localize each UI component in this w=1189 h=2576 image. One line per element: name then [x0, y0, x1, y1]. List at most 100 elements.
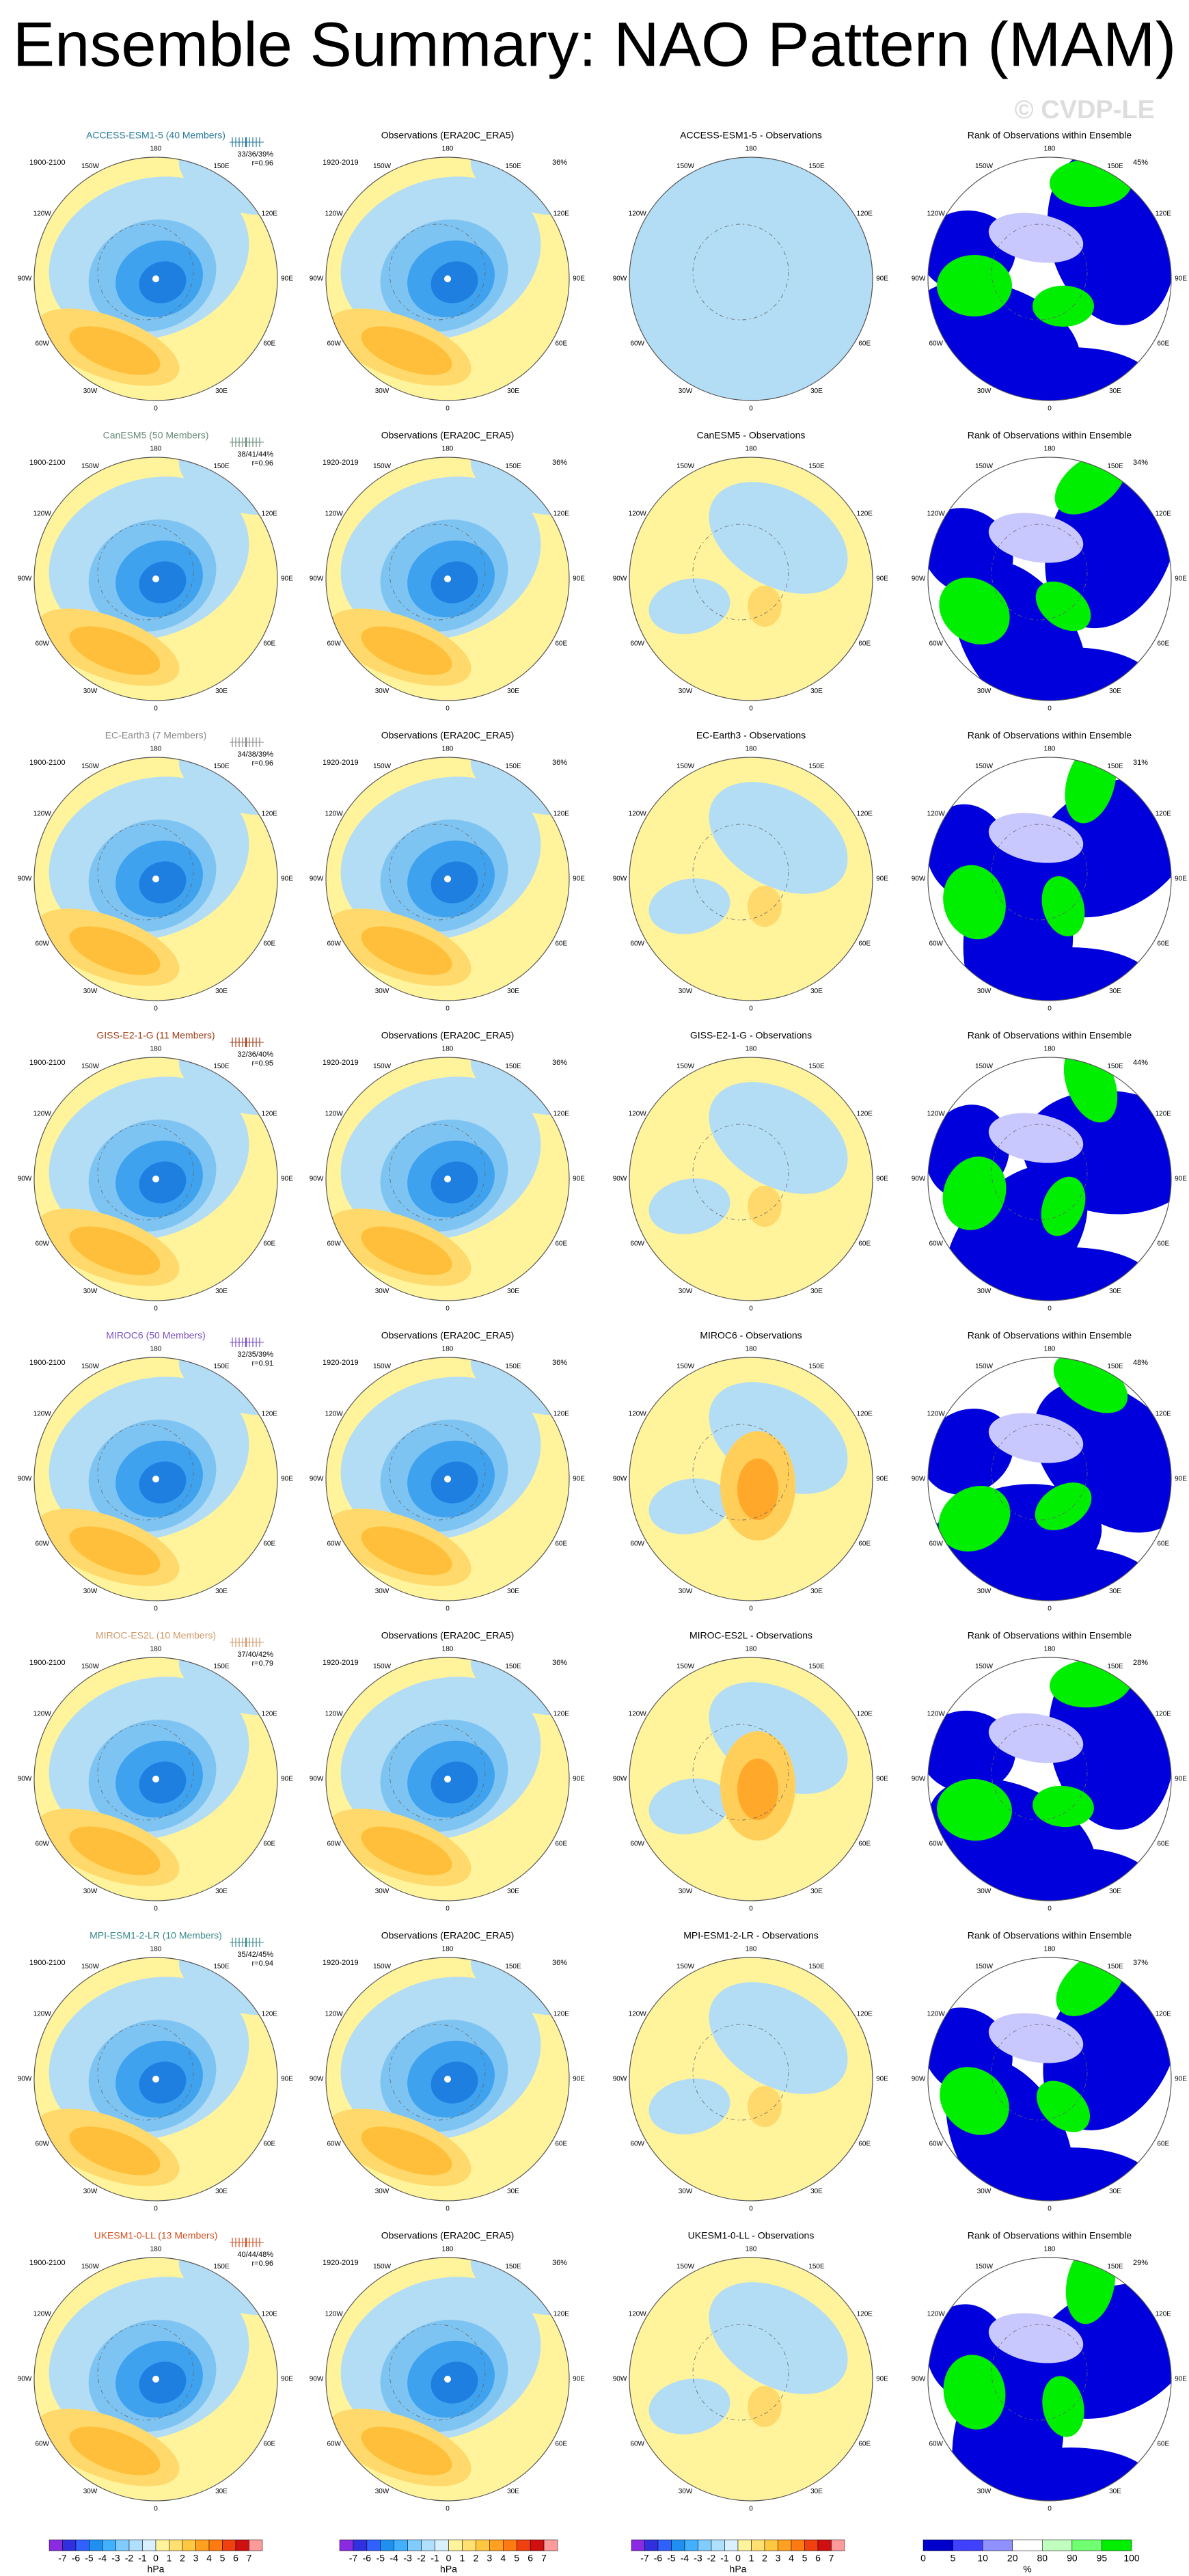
lon-label: 30W: [83, 988, 98, 995]
pattern-correlation: r=0.79: [252, 1659, 274, 1668]
lon-label: 150E: [1107, 163, 1123, 170]
lon-label: 30W: [83, 1288, 98, 1295]
rank-title: Rank of Observations within Ensemble: [968, 1330, 1132, 1341]
lon-label: 30E: [1109, 1588, 1121, 1595]
obs-title: Observations (ERA20C_ERA5): [381, 1630, 515, 1641]
rank-title: Rank of Observations within Ensemble: [968, 730, 1132, 741]
lon-label: 180: [442, 1946, 454, 1953]
lon-label: 90E: [1175, 1476, 1187, 1483]
lon-label: 90E: [876, 876, 888, 883]
lon-label: 60E: [555, 2441, 567, 2448]
lon-label: 0: [446, 1005, 450, 1013]
obs-years: 1920-2019: [323, 1359, 359, 1367]
field-contour: [709, 1982, 848, 2094]
lon-label: 120E: [554, 811, 570, 818]
map-border: [325, 2257, 570, 2502]
lon-label: 90E: [281, 1476, 293, 1483]
lon-label: 30W: [375, 2488, 390, 2495]
lon-label: 30E: [507, 2188, 519, 2195]
colorbar-box: [737, 2539, 752, 2551]
lon-label: 150E: [808, 763, 825, 770]
lon-label: 30W: [83, 688, 98, 695]
map: [928, 1057, 1171, 1301]
lon-label: 90W: [912, 1476, 926, 1483]
lon-label: 150E: [505, 1063, 521, 1070]
lon-label: 120W: [927, 1411, 946, 1418]
lon-label: 150E: [1107, 763, 1123, 770]
lon-label: 150W: [975, 1663, 994, 1670]
map: [629, 2258, 873, 2501]
lon-label: 60E: [1157, 1841, 1169, 1848]
lon-label: 150W: [81, 763, 100, 770]
colorbar-unit: hPa: [148, 2564, 165, 2575]
lon-label: 180: [746, 1046, 757, 1053]
field-contour: [709, 482, 848, 594]
lon-label: 120W: [927, 2011, 946, 2018]
lon-label: 120E: [554, 1711, 570, 1718]
obs-title: Observations (ERA20C_ERA5): [381, 430, 515, 441]
pole-marker: [152, 1776, 159, 1782]
lon-label: 60W: [35, 1841, 49, 1848]
lon-label: 30E: [810, 988, 823, 995]
lon-label: 150E: [808, 1663, 825, 1670]
lon-label: 60E: [1157, 1541, 1169, 1548]
lon-label: 30W: [977, 688, 992, 695]
field-contour: [430, 861, 478, 904]
colorbar-tick-label: 5: [220, 2553, 226, 2564]
lon-label: 180: [442, 1646, 454, 1653]
lon-label: 30W: [375, 1288, 390, 1295]
field-contour: [361, 2126, 452, 2175]
lon-label: 60W: [929, 2141, 943, 2148]
obs-years: 1920-2019: [323, 2259, 359, 2267]
model-title: UKESM1-0-LL (13 Members): [94, 2230, 218, 2241]
lon-label: 120E: [857, 1711, 873, 1718]
map-background: [629, 157, 873, 401]
colorbar-tick-label: 6: [815, 2553, 821, 2564]
map: [928, 1357, 1171, 1601]
colorbar-box: [671, 2539, 685, 2551]
model-title: CanESM5 (50 Members): [103, 430, 209, 441]
map: [928, 157, 1171, 401]
lon-label: 0: [154, 405, 158, 413]
lon-label: 90W: [310, 2376, 324, 2383]
lon-label: 150E: [1107, 1963, 1123, 1970]
colorbar-tick-label: 100: [1123, 2553, 1140, 2564]
lon-label: 90W: [310, 575, 324, 583]
field-contour: [648, 1778, 730, 1834]
field-contour: [938, 1485, 1011, 1552]
lon-label: 30E: [507, 388, 519, 395]
lon-label: 60E: [263, 640, 275, 648]
lon-label: 120E: [262, 2311, 278, 2318]
field-contour: [709, 2282, 848, 2394]
map: [326, 2258, 569, 2501]
colorbar-box: [698, 2539, 712, 2551]
lon-label: 120E: [1156, 1111, 1172, 1118]
lon-label: 30E: [215, 688, 228, 695]
lon-label: 90E: [281, 2376, 293, 2383]
lon-label: 60W: [929, 1240, 943, 1248]
field-contour: [139, 1761, 187, 1804]
field-contour: [139, 861, 187, 904]
map-border: [629, 157, 873, 401]
map: [326, 157, 569, 401]
field-contour: [988, 647, 1152, 701]
lon-label: 150W: [373, 2263, 392, 2270]
lon-label: 90W: [18, 1476, 32, 1483]
map: [34, 1357, 277, 1601]
lon-label: 60E: [263, 2141, 275, 2148]
lon-label: 180: [746, 2246, 757, 2253]
map-border: [325, 757, 570, 1001]
lon-label: 0: [749, 1605, 753, 1613]
coastline: [97, 1424, 194, 1521]
colorbar-tick-label: -6: [72, 2553, 81, 2564]
lon-label: 180: [746, 146, 757, 153]
lon-label: 90E: [573, 1476, 585, 1483]
lon-label: 90E: [1175, 2076, 1187, 2083]
diff-title: CanESM5 - Observations: [697, 430, 806, 441]
lon-label: 60E: [263, 1841, 275, 1848]
lon-label: 120E: [857, 2011, 873, 2018]
lon-label: 150E: [1107, 1663, 1123, 1670]
lon-label: 90W: [310, 275, 324, 283]
lon-label: 60E: [858, 1240, 871, 1248]
lon-label: 60E: [1157, 640, 1169, 648]
